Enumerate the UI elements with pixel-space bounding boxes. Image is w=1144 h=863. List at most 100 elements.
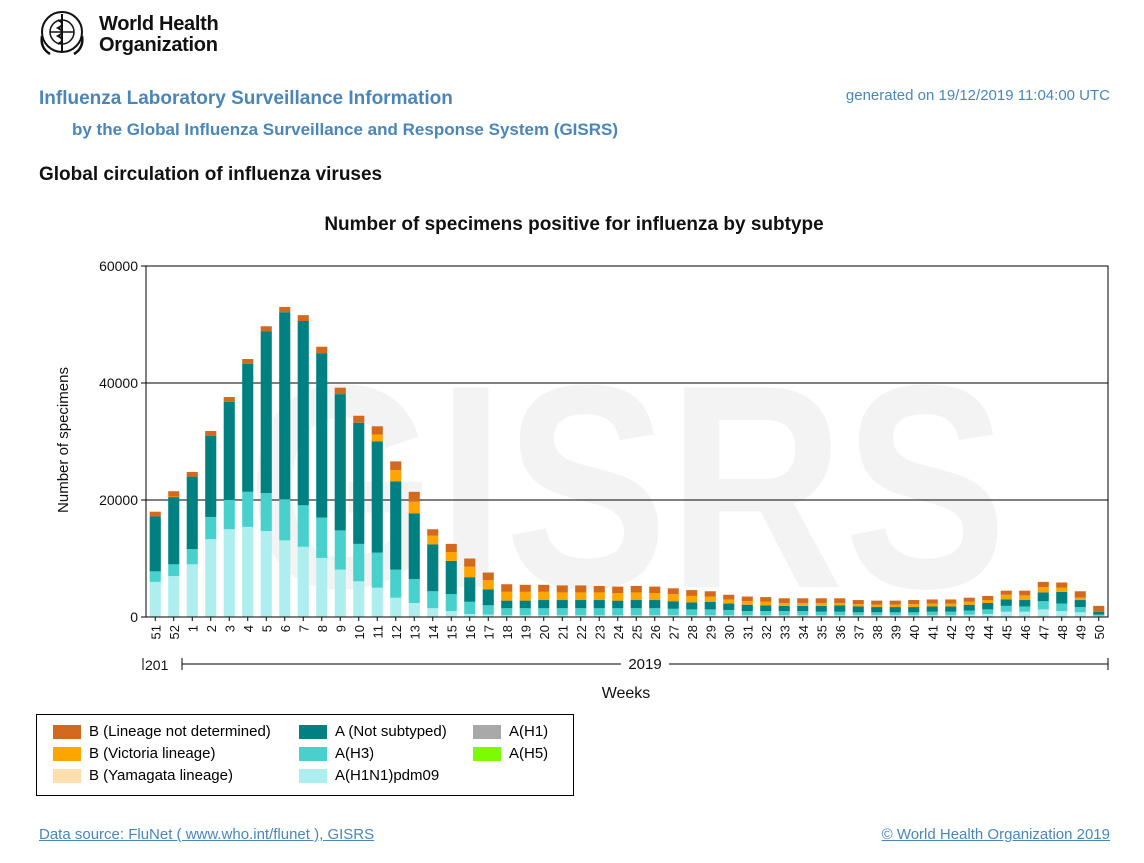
bar-segment	[889, 607, 901, 613]
bar-segment	[612, 586, 624, 594]
bar-segment	[797, 598, 809, 603]
x-tick-label: 50	[1092, 625, 1107, 639]
x-tick-label: 2	[204, 625, 219, 632]
bar-segment	[186, 476, 198, 550]
bar-segment	[538, 600, 550, 609]
year-label: 2019	[628, 656, 661, 673]
bar-segment	[1000, 594, 1012, 600]
bar-segment	[501, 584, 513, 592]
bar-segment	[908, 604, 920, 608]
bar-segment	[538, 608, 550, 616]
x-tick-label: 9	[333, 625, 348, 632]
bar-segment	[575, 608, 587, 616]
who-emblem-icon	[40, 11, 84, 56]
chart-legend: B (Lineage not determined) B (Victoria li…	[36, 714, 574, 796]
bar-segment	[1037, 581, 1049, 588]
x-tick-label: 40	[907, 625, 922, 639]
bar-segment	[316, 557, 328, 617]
bar-segment	[223, 529, 235, 617]
who-name: World Health Organization	[99, 14, 219, 56]
bar-segment	[1074, 607, 1086, 613]
bar-segment	[464, 577, 476, 602]
bar-segment	[297, 546, 309, 617]
bar-segment	[889, 612, 901, 616]
x-tick-label: 6	[278, 625, 293, 632]
bar-segment	[945, 615, 957, 617]
x-tick-label: 45	[999, 625, 1014, 639]
bar-segment	[926, 603, 938, 607]
bar-segment	[371, 426, 383, 435]
x-tick-label: 22	[574, 625, 589, 639]
bar-segment	[538, 615, 550, 617]
bar-segment	[834, 615, 846, 617]
bar-segment	[260, 531, 272, 617]
bar-segment	[501, 600, 513, 609]
bar-segment	[871, 607, 883, 613]
page-subtitle: by the Global Influenza Surveillance and…	[72, 120, 619, 139]
legend-item: B (Yamagata lineage)	[53, 767, 233, 784]
bar-segment	[797, 605, 809, 612]
data-source-link[interactable]: Data source: FluNet ( www.who.int/flunet…	[39, 826, 375, 843]
legend-swatch	[53, 724, 81, 739]
bar-segment	[686, 602, 698, 610]
bar-segment	[149, 516, 161, 572]
bar-segment	[168, 497, 180, 565]
bar-segment	[908, 607, 920, 613]
bar-segment	[871, 615, 883, 617]
bar-segment	[445, 594, 457, 612]
bar-segment	[630, 585, 642, 593]
y-tick-label: 0	[130, 609, 138, 625]
bar-segment	[427, 608, 439, 617]
bar-segment	[630, 600, 642, 609]
x-tick-label: 11	[370, 625, 385, 639]
bar-segment	[334, 387, 346, 395]
legend-item: A (Not subtyped)	[299, 723, 447, 740]
x-tick-label: 8	[315, 625, 330, 632]
bar-segment	[1000, 611, 1012, 617]
bar-segment	[982, 614, 994, 617]
copyright-link[interactable]: © World Health Organization 2019	[881, 826, 1110, 843]
bar-segment	[667, 594, 679, 602]
bar-segment	[686, 595, 698, 603]
x-axis-label: Weeks	[602, 685, 651, 702]
x-tick-label: 39	[888, 625, 903, 639]
bar-segment	[408, 602, 420, 617]
bar-segment	[260, 326, 272, 332]
bar-segment	[519, 584, 531, 592]
legend-swatch	[473, 746, 501, 761]
bar-segment	[760, 601, 772, 606]
y-tick-label: 40000	[99, 375, 138, 391]
bar-segment	[963, 597, 975, 602]
bar-segment	[353, 543, 365, 582]
bar-segment	[945, 611, 957, 616]
bar-segment	[741, 611, 753, 616]
legend-label: A(H5)	[509, 745, 549, 762]
bar-segment	[297, 320, 309, 506]
bar-segment	[797, 602, 809, 606]
plot-frame	[145, 265, 1109, 618]
bar-segment	[519, 615, 531, 617]
bar-segment	[723, 615, 735, 617]
bar-segment	[556, 600, 568, 609]
bar-segment	[686, 590, 698, 596]
x-tick-label: 33	[777, 625, 792, 639]
bar-segment	[778, 615, 790, 617]
x-tick-label: 44	[981, 625, 996, 639]
y-tick-label: 60000	[99, 258, 138, 274]
who-logo[interactable]: World Health Organization	[36, 6, 236, 62]
bar-segment	[630, 592, 642, 601]
x-tick-label: 38	[870, 625, 885, 639]
bar-segment	[575, 600, 587, 609]
legend-label: B (Yamagata lineage)	[89, 767, 233, 784]
bar-segment	[963, 614, 975, 617]
x-tick-label: 41	[925, 625, 940, 639]
legend-swatch	[473, 724, 501, 739]
bar-segment	[297, 505, 309, 547]
bar-segment	[1037, 609, 1049, 617]
bar-segment	[704, 591, 716, 597]
bar-segment	[741, 604, 753, 612]
bar-segment	[279, 306, 291, 313]
bar-segment	[834, 598, 846, 603]
legend-label: B (Lineage not determined)	[89, 723, 271, 740]
